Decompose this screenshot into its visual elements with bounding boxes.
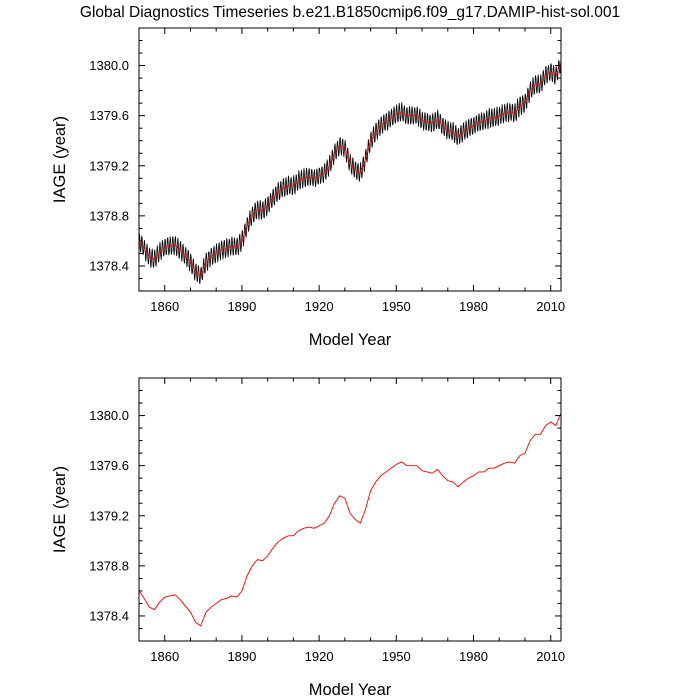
y-tick-label: 1380.0 bbox=[89, 58, 129, 73]
x-tick-label: 1890 bbox=[227, 299, 256, 314]
x-axis-label: Model Year bbox=[309, 331, 392, 349]
x-tick-label: 1860 bbox=[150, 649, 179, 664]
x-tick-label: 1920 bbox=[305, 649, 334, 664]
y-tick-label: 1378.8 bbox=[89, 208, 129, 223]
annual-series-line bbox=[139, 412, 561, 627]
x-tick-label: 1860 bbox=[150, 299, 179, 314]
y-tick-label: 1379.2 bbox=[89, 158, 129, 173]
y-tick-label: 1380.0 bbox=[89, 408, 129, 423]
plot-frame bbox=[138, 27, 562, 292]
x-tick-label: 1980 bbox=[459, 299, 488, 314]
figure-title: Global Diagnostics Timeseries b.e21.B185… bbox=[80, 4, 620, 21]
x-tick-label: 1920 bbox=[305, 299, 334, 314]
x-tick-label: 1950 bbox=[382, 299, 411, 314]
y-tick-label: 1378.8 bbox=[89, 558, 129, 573]
y-tick-label: 1379.2 bbox=[89, 508, 129, 523]
x-tick-label: 1950 bbox=[382, 649, 411, 664]
plot-frame bbox=[138, 377, 562, 642]
y-tick-label: 1378.4 bbox=[89, 608, 129, 623]
x-tick-label: 1980 bbox=[459, 649, 488, 664]
x-axis-label: Model Year bbox=[309, 681, 392, 699]
x-tick-label: 2010 bbox=[536, 299, 565, 314]
x-tick-label: 1890 bbox=[227, 649, 256, 664]
y-axis-label: IAGE (year) bbox=[51, 466, 69, 553]
y-tick-label: 1378.4 bbox=[89, 258, 129, 273]
y-tick-label: 1379.6 bbox=[89, 458, 129, 473]
plot-area bbox=[139, 58, 561, 284]
bottom-panel: 1860 1890 1920 1950 1980 2010 1378.4 1378.8 1379… bbox=[51, 377, 565, 699]
top-panel: 1860 1890 1920 1950 1980 2010 1378.4 1378.8 1379… bbox=[51, 27, 565, 349]
y-axis-label: IAGE (year) bbox=[51, 116, 69, 203]
annual-series-line bbox=[139, 62, 561, 277]
monthly-series-line bbox=[139, 58, 561, 284]
plot-area bbox=[139, 412, 561, 627]
y-tick-label: 1379.6 bbox=[89, 108, 129, 123]
x-tick-label: 2010 bbox=[536, 649, 565, 664]
